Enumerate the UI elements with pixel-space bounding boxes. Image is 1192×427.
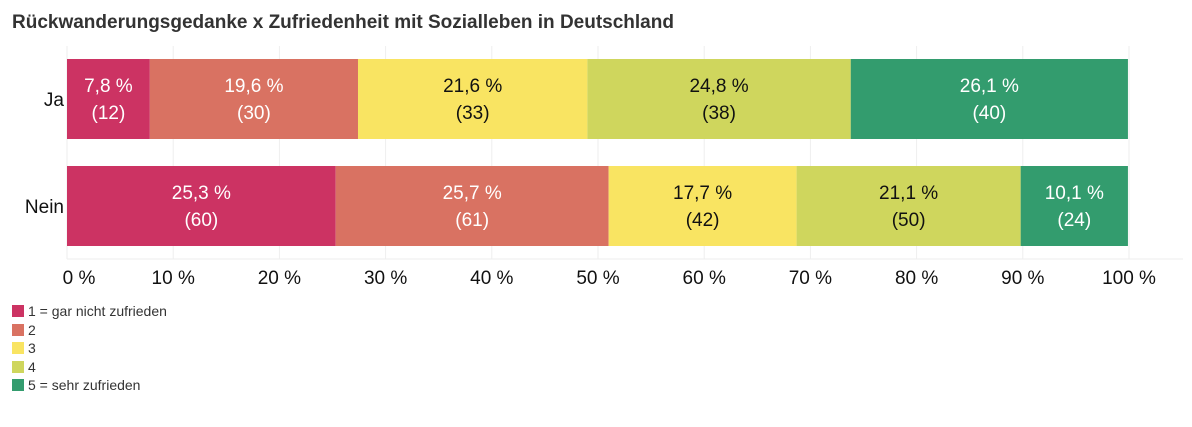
x-tick-label: 60 % xyxy=(683,268,726,289)
x-tick-label: 70 % xyxy=(789,268,832,289)
x-tick-label: 80 % xyxy=(895,268,938,289)
data-label-percent: 10,1 % xyxy=(1045,183,1104,204)
category-label: Ja xyxy=(44,90,65,111)
data-label-percent: 25,7 % xyxy=(443,183,502,204)
legend: 1 = gar nicht zufrieden 2 3 4 5 = sehr zufri… xyxy=(12,302,167,395)
legend-swatch xyxy=(12,305,24,318)
data-label-count: (24) xyxy=(1057,210,1091,231)
data-label-percent: 21,6 % xyxy=(443,76,502,97)
data-label-count: (12) xyxy=(92,103,126,124)
bar-segment[interactable] xyxy=(796,166,1021,246)
data-label-count: (40) xyxy=(972,103,1006,124)
category-label: Nein xyxy=(25,197,64,218)
bar-segment[interactable] xyxy=(67,59,150,139)
bar-segment-group: 21,1 % (50) xyxy=(796,166,1021,246)
legend-label: 5 = sehr zufrieden xyxy=(28,377,141,394)
data-label-percent: 7,8 % xyxy=(84,76,133,97)
legend-swatch xyxy=(12,379,24,392)
bars: 7,8 %(12)19,6 %(30)21,6 %(33)24,8 %(38)2… xyxy=(67,59,1128,246)
chart-title: Rückwanderungsgedanke x Zufriedenheit mi… xyxy=(12,12,674,33)
x-tick-label: 0 % xyxy=(63,268,96,289)
bar-segment-group: 21,6 % (33) xyxy=(357,59,588,139)
bar-segment[interactable] xyxy=(608,166,797,246)
bar-segment-group: 19,6 % (30) xyxy=(149,59,358,139)
data-label-count: (50) xyxy=(892,210,926,231)
legend-swatch xyxy=(12,360,24,373)
x-tick-label: 40 % xyxy=(470,268,513,289)
data-label-count: (30) xyxy=(237,103,271,124)
data-label-count: (61) xyxy=(455,210,489,231)
bar-segment[interactable] xyxy=(335,166,609,246)
bar-segment-group: 25,7 % (61) xyxy=(335,166,609,246)
x-tick-label: 10 % xyxy=(152,268,195,289)
legend-label: 1 = gar nicht zufrieden xyxy=(28,303,167,320)
legend-swatch xyxy=(12,323,24,336)
legend-item[interactable]: 1 = gar nicht zufrieden xyxy=(12,302,167,321)
bar-segment-group: 10,1 % (24) xyxy=(1020,166,1128,246)
legend-item[interactable]: 4 xyxy=(12,358,167,377)
x-tick-label: 50 % xyxy=(576,268,619,289)
data-label-count: (42) xyxy=(686,210,720,231)
x-tick-label: 20 % xyxy=(258,268,301,289)
legend-item[interactable]: 2 xyxy=(12,321,167,340)
legend-label: 4 xyxy=(28,358,36,375)
x-tick-label: 100 % xyxy=(1102,268,1156,289)
bar-segment[interactable] xyxy=(149,59,358,139)
x-tick-label: 90 % xyxy=(1001,268,1044,289)
data-label-percent: 26,1 % xyxy=(960,76,1019,97)
bar-segment[interactable] xyxy=(850,59,1128,139)
data-label-percent: 17,7 % xyxy=(673,183,732,204)
legend-label: 3 xyxy=(28,340,36,357)
data-label-count: (38) xyxy=(702,103,736,124)
bar-segment[interactable] xyxy=(587,59,851,139)
bar-segment[interactable] xyxy=(1020,166,1128,246)
legend-swatch xyxy=(12,342,24,355)
bar-segment-group: 25,3 % (60) xyxy=(67,166,336,246)
bar-segment[interactable] xyxy=(67,166,336,246)
legend-item[interactable]: 5 = sehr zufrieden xyxy=(12,376,167,395)
bar-segment-group: 7,8 % (12) xyxy=(67,59,150,139)
category-labels: Ja Nein xyxy=(25,90,65,218)
bar-segment-group: 17,7 % (42) xyxy=(608,166,797,246)
data-label-count: (33) xyxy=(456,103,490,124)
data-label-percent: 19,6 % xyxy=(224,76,283,97)
bar-segment-group: 26,1 % (40) xyxy=(850,59,1128,139)
data-label-percent: 21,1 % xyxy=(879,183,938,204)
bar-segment-group: 24,8 % (38) xyxy=(587,59,851,139)
data-label-percent: 24,8 % xyxy=(689,76,748,97)
x-axis-ticks: 0 % 10 % 20 % 30 % 40 % 50 % 60 % 70 % 80 % 90 % 1… xyxy=(63,268,1156,289)
data-label-percent: 25,3 % xyxy=(172,183,231,204)
legend-item[interactable]: 3 xyxy=(12,339,167,358)
chart-plot: 7,8 %(12)19,6 %(30)21,6 %(33)24,8 %(38)2… xyxy=(25,46,1183,289)
x-tick-label: 30 % xyxy=(364,268,407,289)
bar-segment[interactable] xyxy=(357,59,588,139)
legend-label: 2 xyxy=(28,321,36,338)
data-label-count: (60) xyxy=(184,210,218,231)
